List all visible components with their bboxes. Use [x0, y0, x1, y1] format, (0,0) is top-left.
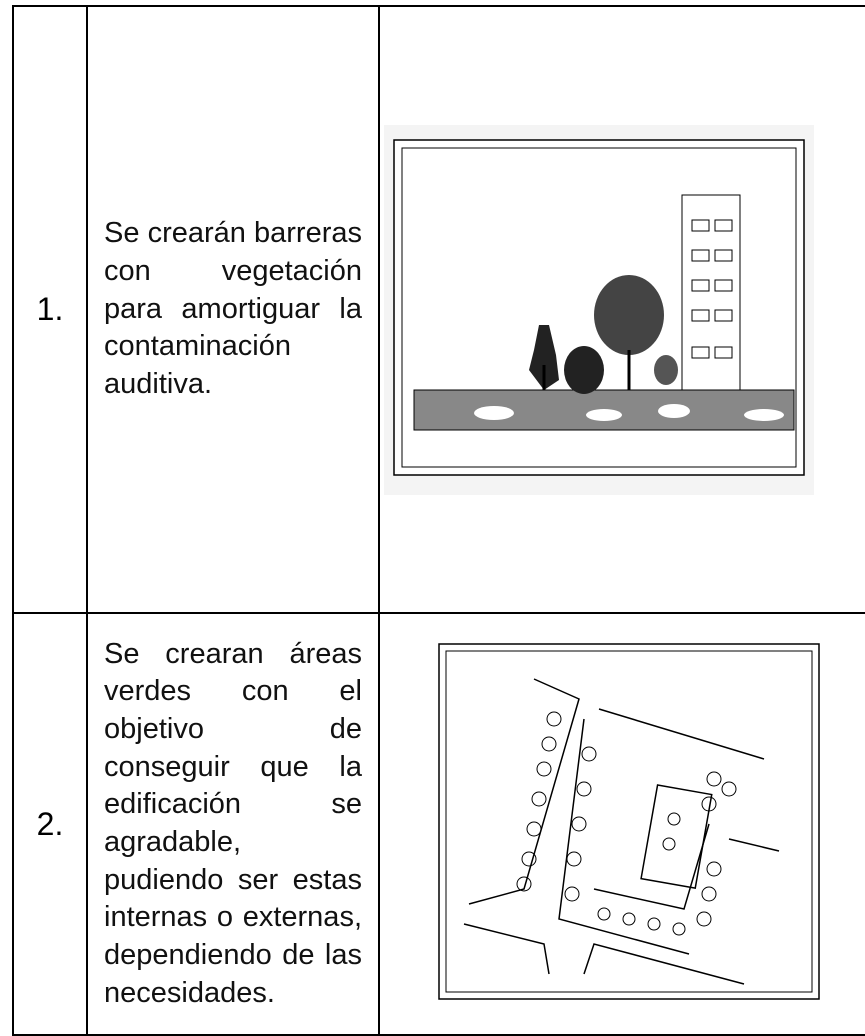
image-cell	[378, 5, 865, 614]
row-number: 2.	[12, 612, 88, 1036]
row-text: Se crearán barreras con vegetación para …	[86, 5, 380, 614]
row: 2. Se crearan áreas verdes con el objeti…	[12, 612, 865, 1036]
row: 1. Se crearán barreras con vegetación pa…	[12, 5, 865, 614]
trees	[516, 711, 737, 936]
image-cell	[378, 612, 865, 1036]
elevation-drawing	[384, 124, 814, 495]
plan-drawing	[438, 643, 820, 1000]
row-text: Se crearan áreas verdes con el objetivo …	[86, 612, 380, 1036]
row-number: 1.	[12, 5, 88, 614]
table: 1. Se crearán barreras con vegetación pa…	[12, 5, 865, 1036]
